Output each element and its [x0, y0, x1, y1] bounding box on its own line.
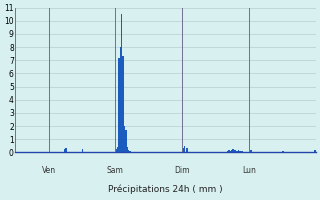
Text: Ven: Ven [42, 166, 56, 175]
Bar [65, 148, 67, 152]
Bar [251, 150, 252, 152]
Bar [64, 149, 65, 152]
Bar [125, 130, 126, 152]
Text: Précipitations 24h ( mm ): Précipitations 24h ( mm ) [108, 184, 223, 194]
Text: Sam: Sam [107, 166, 124, 175]
Bar [82, 149, 84, 152]
Bar [116, 149, 117, 152]
Bar [234, 150, 235, 152]
Text: Lun: Lun [242, 166, 256, 175]
Bar [238, 150, 239, 152]
Bar [121, 14, 122, 152]
Bar [122, 56, 124, 152]
Bar [128, 150, 129, 152]
Bar [283, 151, 284, 152]
Text: Dim: Dim [174, 166, 190, 175]
Bar [126, 147, 128, 152]
Bar [129, 151, 131, 152]
Bar [117, 147, 118, 152]
Bar [227, 151, 228, 152]
Bar [249, 133, 251, 152]
Bar [228, 150, 229, 152]
Bar [182, 148, 184, 152]
Bar [235, 150, 236, 152]
Bar [186, 148, 188, 152]
Bar [118, 58, 120, 152]
Bar [315, 150, 316, 152]
Bar [242, 151, 244, 152]
Bar [184, 146, 185, 152]
Bar [229, 151, 231, 152]
Bar [236, 151, 238, 152]
Bar [124, 126, 125, 152]
Bar [231, 150, 232, 152]
Bar [232, 149, 234, 152]
Bar [241, 151, 242, 152]
Bar [239, 151, 241, 152]
Bar [120, 47, 121, 152]
